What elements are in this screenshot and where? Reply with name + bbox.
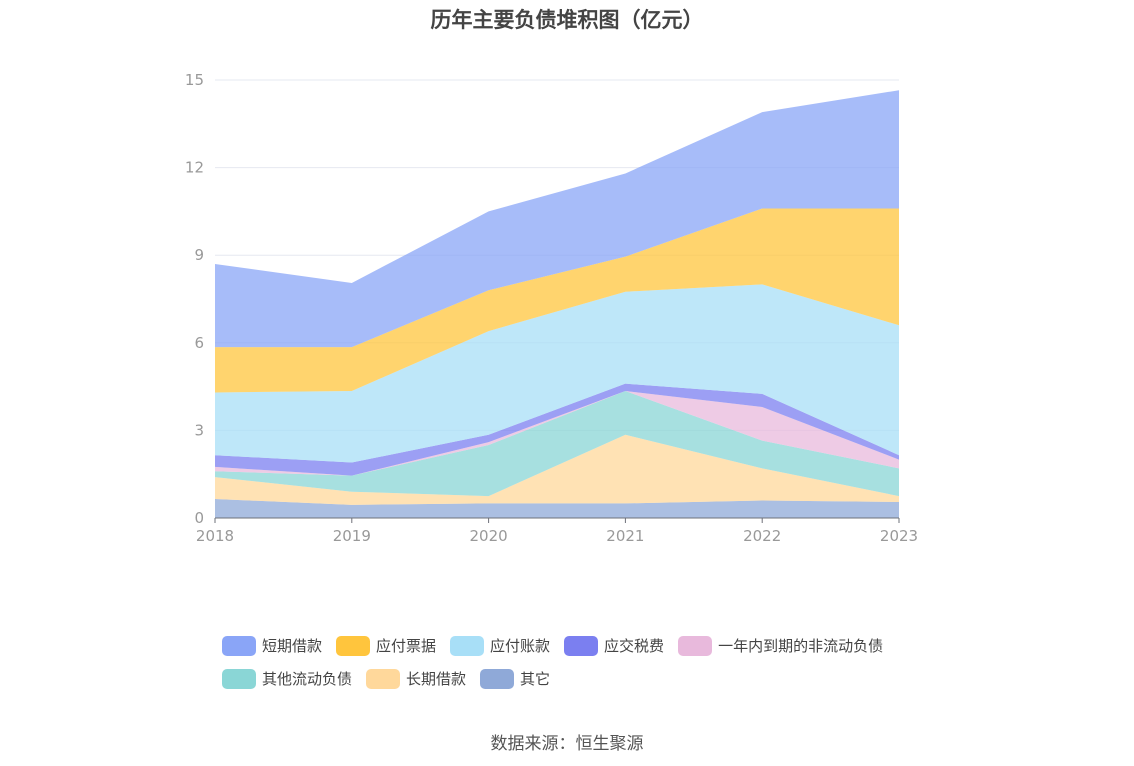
legend-label: 应交税费 xyxy=(604,637,665,655)
legend-row: 其他流动负债 长期借款 其它 xyxy=(222,662,942,695)
y-tick-label: 0 xyxy=(194,509,204,527)
x-tick-label: 2019 xyxy=(333,527,371,545)
y-tick-label: 6 xyxy=(194,334,204,352)
chart-title: 历年主要负债堆积图（亿元） xyxy=(430,8,704,32)
legend-label: 长期借款 xyxy=(406,670,467,688)
legend-swatch xyxy=(480,668,515,689)
area-长期借款 xyxy=(215,434,899,505)
legend-label: 一年内到期的非流动负债 xyxy=(718,637,884,655)
legend-item[interactable]: 一年内到期的非流动负债 xyxy=(678,635,883,656)
legend-row: 短期借款 应付票据 应付账款 应交税费 一年内到期的非流动负债 xyxy=(222,629,942,662)
y-tick-label: 12 xyxy=(185,159,204,177)
area-应交税费 xyxy=(215,383,899,476)
legend-label: 其它 xyxy=(520,670,551,688)
x-tick-label: 2022 xyxy=(743,527,781,545)
legend-label: 其他流动负债 xyxy=(262,670,353,688)
legend-item[interactable]: 其它 xyxy=(480,668,550,689)
legend-item[interactable]: 应付账款 xyxy=(450,635,550,656)
legend-item[interactable]: 其他流动负债 xyxy=(222,668,352,689)
legend-item[interactable]: 长期借款 xyxy=(366,668,466,689)
area-应付票据 xyxy=(215,208,899,393)
legend-swatch xyxy=(564,635,599,656)
x-tick-label: 2023 xyxy=(880,527,918,545)
area-其他流动负债 xyxy=(215,390,899,497)
legend-swatch xyxy=(336,635,371,656)
axes: 0 3 6 9 12 15 2018 2019 2020 2021 2022 2023 xyxy=(185,71,918,545)
legend-item[interactable]: 应付票据 xyxy=(336,635,436,656)
legend-swatch xyxy=(678,635,713,656)
chart-plot: 0 3 6 9 12 15 2018 2019 2020 2021 2022 2023 xyxy=(185,71,918,545)
area-series xyxy=(215,90,899,518)
y-tick-label: 9 xyxy=(194,246,204,264)
data-source-note: 数据来源：恒生聚源 xyxy=(490,734,644,754)
legend: 短期借款 应付票据 应付账款 应交税费 一年内到期的非流动负债 其他流动负债 长期借款 其它 xyxy=(222,629,942,695)
area-短期借款 xyxy=(215,90,899,348)
legend-swatch xyxy=(222,635,256,656)
legend-label: 应付账款 xyxy=(490,637,551,655)
x-tick-label: 2020 xyxy=(470,527,508,545)
y-tick-label: 15 xyxy=(185,71,204,89)
legend-item[interactable]: 短期借款 xyxy=(222,635,322,656)
legend-swatch xyxy=(450,635,485,656)
legend-swatch xyxy=(222,668,256,689)
x-tick-label: 2021 xyxy=(606,527,644,545)
y-tick-label: 3 xyxy=(194,421,204,439)
area-一年内到期的非流动负债 xyxy=(215,390,899,476)
x-tick-label: 2018 xyxy=(196,527,234,545)
area-应付账款 xyxy=(215,284,899,463)
area-其它 xyxy=(215,499,899,518)
legend-item[interactable]: 应交税费 xyxy=(564,635,664,656)
legend-label: 短期借款 xyxy=(262,637,323,655)
legend-swatch xyxy=(366,668,401,689)
legend-label: 应付票据 xyxy=(376,637,437,655)
